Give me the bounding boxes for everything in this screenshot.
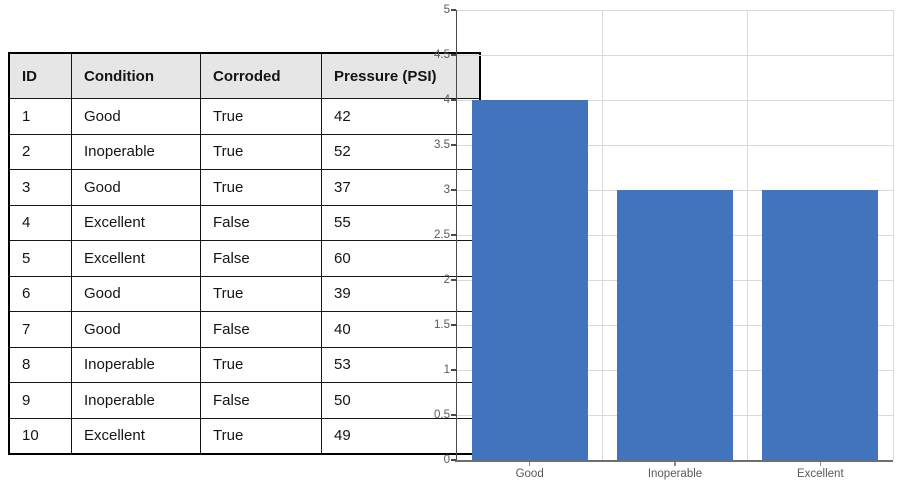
table-cell: True bbox=[200, 133, 322, 170]
y-axis-tick bbox=[450, 279, 456, 281]
gridline-horizontal bbox=[457, 54, 893, 56]
column-header-id: ID bbox=[8, 52, 72, 99]
table-cell: False bbox=[200, 382, 322, 419]
table-row: 4 Excellent False 55 bbox=[8, 204, 481, 241]
bar-excellent bbox=[762, 190, 879, 460]
table-cell: Good bbox=[71, 169, 201, 206]
table-cell: False bbox=[200, 204, 322, 241]
y-axis-tick-label: 0.5 bbox=[434, 409, 450, 421]
y-axis-tick bbox=[450, 234, 456, 236]
table-row: 10 Excellent True 49 bbox=[8, 417, 481, 455]
table-cell: True bbox=[200, 417, 322, 455]
table-cell: 10 bbox=[8, 417, 72, 455]
table-cell: Excellent bbox=[71, 204, 201, 241]
y-axis-tick-label: 2 bbox=[443, 274, 450, 286]
table-cell: Inoperable bbox=[71, 346, 201, 383]
table-cell: 8 bbox=[8, 346, 72, 383]
table-cell: Inoperable bbox=[71, 382, 201, 419]
y-axis-tick-label: 3 bbox=[443, 184, 450, 196]
gridline-horizontal bbox=[457, 144, 893, 146]
y-axis-tick-label: 4.5 bbox=[434, 49, 450, 61]
y-axis-tick bbox=[450, 99, 456, 101]
table-cell: Good bbox=[71, 311, 201, 348]
table-cell: True bbox=[200, 275, 322, 312]
x-axis-line bbox=[455, 460, 893, 462]
y-axis-tick bbox=[450, 144, 456, 146]
y-axis-tick bbox=[450, 54, 456, 56]
y-axis-tick-label: 1.5 bbox=[434, 319, 450, 331]
gridline-vertical bbox=[601, 10, 603, 460]
table-header-row: ID Condition Corroded Pressure (PSI) bbox=[8, 52, 481, 99]
column-header-pressure-psi: Pressure (PSI) bbox=[321, 52, 481, 99]
table-cell: True bbox=[200, 169, 322, 206]
table-cell: 52 bbox=[321, 133, 481, 170]
table-cell: 2 bbox=[8, 133, 72, 170]
table-header: ID Condition Corroded Pressure (PSI) bbox=[8, 52, 481, 99]
y-axis-line bbox=[455, 10, 457, 461]
table-row: 3 Good True 37 bbox=[8, 169, 481, 206]
y-axis-tick bbox=[450, 324, 456, 326]
table-cell: Excellent bbox=[71, 240, 201, 277]
x-axis-tick bbox=[528, 461, 531, 466]
y-axis-tick-label: 4 bbox=[443, 94, 450, 106]
table-cell: 50 bbox=[321, 382, 481, 419]
gridline-vertical bbox=[747, 10, 749, 460]
table-cell: False bbox=[200, 240, 322, 277]
table-cell: 53 bbox=[321, 346, 481, 383]
table-row: 6 Good True 39 bbox=[8, 275, 481, 312]
column-header-corroded: Corroded bbox=[200, 52, 322, 99]
table-row: 5 Excellent False 60 bbox=[8, 240, 481, 277]
y-axis-tick-label: 5 bbox=[443, 4, 450, 16]
column-header-condition: Condition bbox=[71, 52, 201, 99]
x-axis-label: Inoperable bbox=[647, 468, 703, 480]
table-cell: True bbox=[200, 98, 322, 135]
pipe-inspection-table: ID Condition Corroded Pressure (PSI) 1 Good T… bbox=[8, 52, 481, 455]
table-cell: 6 bbox=[8, 275, 72, 312]
table-cell: 42 bbox=[321, 98, 481, 135]
gridline-horizontal bbox=[457, 9, 893, 11]
table-cell: 49 bbox=[321, 417, 481, 455]
table-row: 8 Inoperable True 53 bbox=[8, 346, 481, 383]
x-axis-tick bbox=[819, 461, 822, 466]
gridline-vertical bbox=[892, 10, 894, 460]
table-row: 1 Good True 42 bbox=[8, 98, 481, 135]
y-axis-tick-label: 3.5 bbox=[434, 139, 450, 151]
table-body: 1 Good True 42 2 Inoperable True 52 3 Good True 37 4… bbox=[8, 98, 481, 455]
y-axis-tick bbox=[450, 459, 456, 461]
table-cell: 1 bbox=[8, 98, 72, 135]
y-axis-tick bbox=[450, 9, 456, 11]
table-cell: 60 bbox=[321, 240, 481, 277]
table-cell: Excellent bbox=[71, 417, 201, 455]
table-cell: Good bbox=[71, 275, 201, 312]
table-cell: 4 bbox=[8, 204, 72, 241]
table-cell: 7 bbox=[8, 311, 72, 348]
x-axis-tick bbox=[674, 461, 676, 466]
y-axis-tick-label: 2.5 bbox=[434, 229, 450, 241]
table-cell: 3 bbox=[8, 169, 72, 206]
y-axis-tick bbox=[450, 189, 456, 191]
table-row: 7 Good False 40 bbox=[8, 311, 481, 348]
table-row: 9 Inoperable False 50 bbox=[8, 382, 481, 419]
x-axis-label: Excellent bbox=[796, 468, 844, 480]
table-row: 2 Inoperable True 52 bbox=[8, 133, 481, 170]
bar-inoperable bbox=[616, 190, 734, 460]
condition-count-bar-chart: 0 0.5 1 1.5 2 2.5 3 3.5 4 4.5 5 Good Inoperable Excel… bbox=[420, 0, 904, 487]
table-cell: 5 bbox=[8, 240, 72, 277]
table-cell: 9 bbox=[8, 382, 72, 419]
table-cell: Good bbox=[71, 98, 201, 135]
y-axis-tick bbox=[450, 414, 456, 416]
y-axis-tick-label: 1 bbox=[443, 364, 450, 376]
table-cell: True bbox=[200, 346, 322, 383]
x-axis-label: Good bbox=[515, 468, 544, 480]
bar-good bbox=[471, 100, 588, 460]
gridline-horizontal bbox=[457, 99, 893, 101]
table-cell: False bbox=[200, 311, 322, 348]
table-cell: 39 bbox=[321, 275, 481, 312]
table-cell: Inoperable bbox=[71, 133, 201, 170]
y-axis-tick-label: 0 bbox=[443, 454, 450, 466]
y-axis-tick bbox=[450, 369, 456, 371]
